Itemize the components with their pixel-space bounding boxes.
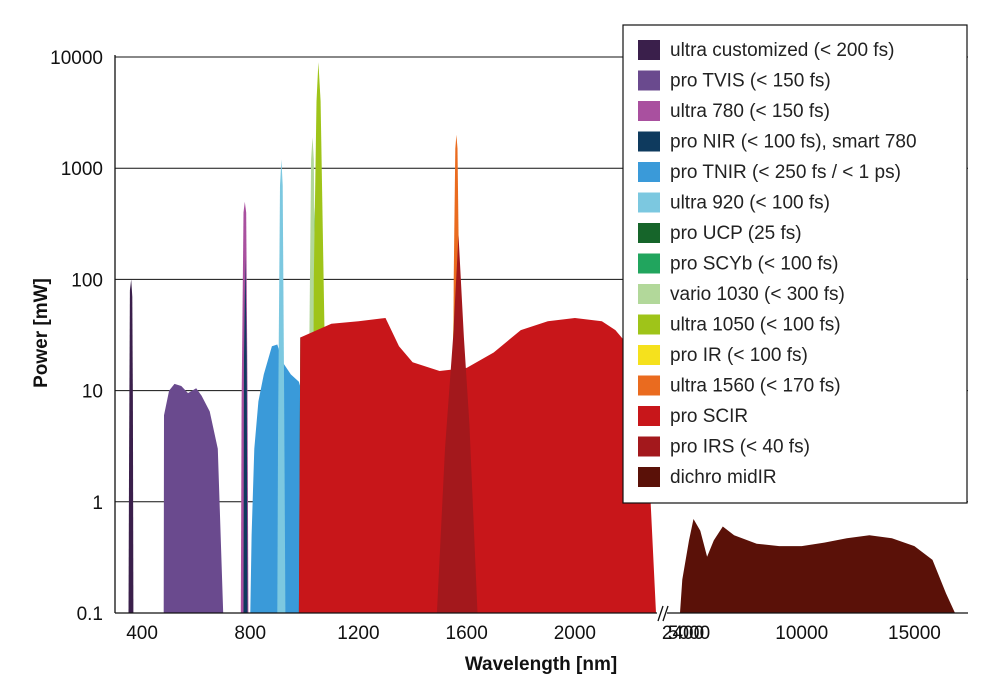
y-tick-label: 0.1 xyxy=(77,604,103,625)
series-areas xyxy=(128,62,955,614)
x-tick-label: 2000 xyxy=(554,623,596,644)
x-tick-label: 400 xyxy=(126,623,158,644)
tick-labels: 0.1 1 10 100 1000 10000 400 800 1200 1600 2000 2400… xyxy=(50,48,941,644)
axes xyxy=(114,55,968,622)
legend-swatch xyxy=(638,467,660,487)
x-tick-label: 1200 xyxy=(337,623,379,644)
legend-swatch xyxy=(638,223,660,243)
legend-swatch xyxy=(638,314,660,335)
y-axis-title: Power [mW] xyxy=(31,278,52,388)
x-tick-label: 15000 xyxy=(888,623,941,644)
legend-label: pro NIR (< 100 fs), smart 780 xyxy=(670,132,917,153)
legend-label: ultra 920 (< 100 fs) xyxy=(670,193,830,214)
legend-label: pro SCYb (< 100 fs) xyxy=(670,254,838,275)
legend-swatch xyxy=(638,162,660,182)
x-tick-label: 10000 xyxy=(775,623,828,644)
x-tick-label: 2400 xyxy=(662,623,704,644)
legend-label: ultra 1050 (< 100 fs) xyxy=(670,315,841,336)
x-axis-title: Wavelength [nm] xyxy=(465,654,617,675)
legend: ultra customized (< 200 fs) pro TVIS (< 1… xyxy=(622,24,968,504)
legend-swatch xyxy=(638,131,660,152)
legend-label: pro SCIR xyxy=(670,406,748,427)
series-area-15 xyxy=(680,519,955,613)
legend-swatch xyxy=(638,40,660,60)
legend-swatch xyxy=(638,70,660,91)
series-area-14 xyxy=(436,235,478,613)
legend-label: ultra 780 (< 150 fs) xyxy=(670,101,830,122)
legend-label: pro IRS (< 40 fs) xyxy=(670,437,810,458)
legend-swatch xyxy=(638,284,660,304)
legend-swatch xyxy=(638,436,660,457)
legend-label: pro TVIS (< 150 fs) xyxy=(670,71,831,92)
y-tick-label: 10000 xyxy=(50,48,103,69)
legend-label: ultra 1560 (< 170 fs) xyxy=(670,376,841,397)
series-area-2 xyxy=(163,383,224,613)
x-tick-label: 5000 xyxy=(668,623,710,644)
legend-box xyxy=(622,24,968,504)
y-tick-label: 1000 xyxy=(61,159,103,180)
y-tick-label: 10 xyxy=(82,382,103,403)
legend-label: pro TNIR (< 250 fs / < 1 ps) xyxy=(670,162,901,183)
series-area-6 xyxy=(277,159,286,613)
legend-label: ultra customized (< 200 fs) xyxy=(670,40,894,61)
legend-swatch xyxy=(638,253,660,274)
legend-swatch xyxy=(638,375,660,396)
legend-label: dichro midIR xyxy=(670,467,777,488)
legend-swatch xyxy=(638,345,660,365)
legend-label: pro UCP (25 fs) xyxy=(670,223,802,244)
legend-swatch xyxy=(638,192,660,213)
axis-break-marker xyxy=(657,605,669,622)
y-tick-label: 1 xyxy=(92,493,103,514)
legend-label: pro IR (< 100 fs) xyxy=(670,345,808,366)
legend-swatch xyxy=(638,101,660,121)
legend-swatch xyxy=(638,406,660,426)
series-area-13 xyxy=(298,318,656,613)
legend-label: vario 1030 (< 300 fs) xyxy=(670,284,845,305)
x-tick-label: 1600 xyxy=(446,623,488,644)
x-tick-label: 800 xyxy=(234,623,266,644)
y-tick-label: 100 xyxy=(71,270,103,291)
series-area-1 xyxy=(128,279,134,613)
